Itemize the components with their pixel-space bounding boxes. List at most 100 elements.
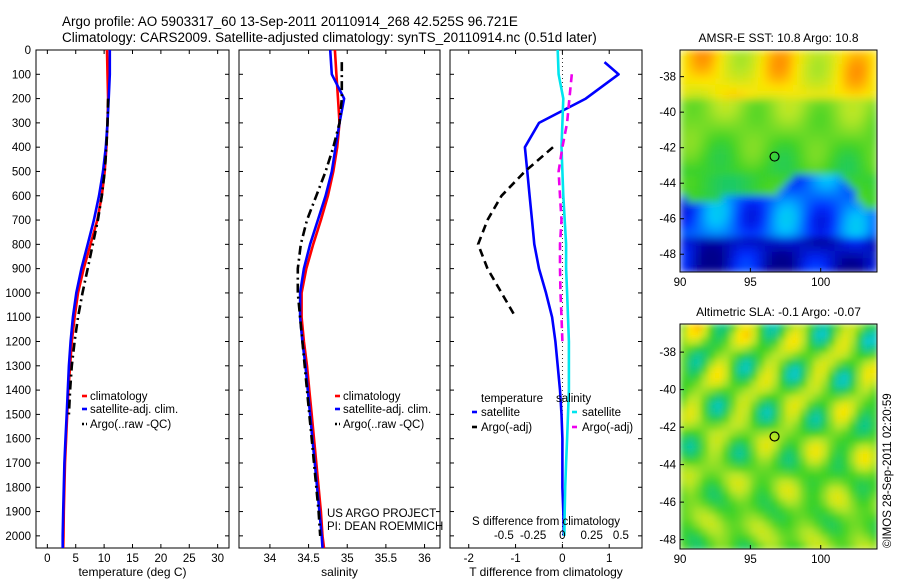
sla_map-cell	[785, 331, 794, 339]
sst_map-cell	[799, 209, 808, 218]
sst_map-cell	[792, 216, 801, 225]
sla_map-cell	[715, 429, 724, 438]
sst_map-cell	[771, 202, 780, 211]
sst_map-cell	[778, 209, 787, 218]
sla_map-cell	[870, 499, 877, 508]
sla_map-cell	[827, 485, 836, 494]
sst_map-cell	[806, 63, 815, 72]
sla_map-cell	[743, 387, 752, 396]
sla_map-cell	[757, 380, 766, 389]
legend-label: Argo(..raw -QC)	[90, 419, 171, 431]
sst_map-cell	[778, 174, 787, 183]
sst_map-cell	[736, 174, 745, 183]
sst_map-cell	[701, 216, 710, 225]
sst_map-cell	[757, 181, 766, 190]
sst_map-cell	[827, 84, 836, 93]
sla_map-cell	[708, 394, 717, 403]
sst_map-cell	[764, 105, 773, 114]
sla_map-cell	[729, 478, 738, 487]
sst_map-cell	[792, 91, 801, 100]
sst_map-cell	[715, 140, 724, 149]
sla_map-cell	[813, 338, 822, 347]
sst_map-cell	[862, 56, 871, 65]
sst_map-cell	[820, 140, 829, 149]
sst_map-cell	[743, 133, 752, 142]
sst_map-cell	[848, 140, 857, 149]
sst_map-cell	[792, 161, 801, 169]
sst_map-cell	[841, 188, 850, 197]
sst_map-cell	[708, 223, 717, 232]
sst_map-cell	[841, 195, 850, 204]
sst_map-cell	[708, 258, 717, 266]
sla_map-cell	[743, 373, 752, 382]
sla_map-cell	[715, 373, 724, 382]
sst_map-cell	[694, 119, 703, 128]
sst_map-cell	[687, 147, 695, 155]
sla_map-cell	[785, 492, 794, 501]
sst_map-cell	[680, 147, 688, 155]
sla_map-cell	[841, 380, 850, 389]
sst_map-cell	[778, 147, 787, 155]
sst_map-cell	[841, 98, 850, 107]
sla_map-cell	[841, 373, 850, 382]
sst_map-cell	[792, 133, 801, 142]
sla_map-cell	[701, 436, 710, 445]
sla_map-cell	[855, 401, 864, 410]
sst_map-cell	[813, 126, 822, 135]
sst_map-cell	[701, 98, 710, 107]
argo-location-marker	[769, 151, 780, 162]
sst_map-cell	[771, 112, 780, 121]
sst_map-cell	[785, 70, 794, 79]
sla_map-cell	[736, 542, 745, 549]
sst_map-cell	[701, 230, 710, 239]
sla_map-cell	[757, 422, 766, 431]
sla_map-cell	[841, 415, 850, 424]
sst_map-cell	[827, 181, 836, 190]
sst_map-cell	[715, 251, 724, 260]
sla_map-cell	[827, 443, 836, 452]
sla_map-cell	[729, 366, 738, 375]
sst_map-cell	[834, 91, 843, 100]
sla_map-cell	[813, 415, 822, 424]
ytick-label: 1200	[5, 337, 31, 349]
sst_map-cell	[715, 174, 724, 183]
sla_map-cell	[757, 534, 766, 543]
sst_map-cell	[799, 161, 808, 169]
sst_map-cell	[806, 112, 815, 121]
sst_map-cell	[813, 56, 822, 65]
sla_map-cell	[736, 471, 745, 480]
sla_map-cell	[708, 542, 717, 549]
sla_map-cell	[722, 499, 731, 508]
sla_map-cell	[680, 443, 688, 452]
sla_map-cell	[778, 457, 787, 466]
sst_map-cell	[750, 133, 759, 142]
sst_map-cell	[806, 181, 815, 190]
sst_map-cell	[743, 154, 752, 162]
sst_map-cell	[715, 154, 724, 162]
xtick-label: 10	[98, 553, 111, 565]
sst_map-cell	[785, 98, 794, 107]
sst_map-cell	[848, 174, 857, 183]
sla_map-cell	[820, 478, 829, 487]
sst_map-cell	[680, 91, 688, 100]
sla_map-cell	[708, 408, 717, 417]
sla_map-cell	[708, 471, 717, 480]
sst_map-cell	[855, 174, 864, 183]
sla_map-cell	[764, 527, 773, 536]
sla_map-cell	[764, 373, 773, 382]
sst_map-cell	[764, 147, 773, 155]
sla_map-cell	[848, 366, 857, 375]
sla_map-cell	[729, 429, 738, 438]
sla_map-cell	[715, 359, 724, 368]
sla_map-cell	[813, 443, 822, 452]
sla_map-cell	[750, 380, 759, 389]
ytick-label: 600	[12, 191, 31, 203]
sst_map-cell	[757, 195, 766, 204]
sst_map-cell	[729, 98, 738, 107]
sla_map-cell	[806, 373, 815, 382]
sla_map-cell	[813, 380, 822, 389]
sst_map-cell	[764, 56, 773, 65]
sla_map-cell	[771, 373, 780, 382]
sla_map-cell	[736, 394, 745, 403]
sst_map-cell	[750, 265, 759, 272]
